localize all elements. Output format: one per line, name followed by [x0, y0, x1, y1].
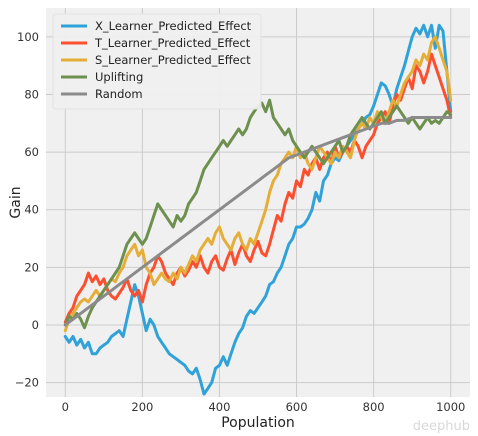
- series-line-1: [63, 23, 453, 396]
- series-line-5: [63, 116, 453, 327]
- x-tick-label: 200: [131, 400, 153, 414]
- y-tick-label: 40: [24, 203, 39, 217]
- legend-label: T_Learner_Predicted_Effect: [94, 36, 251, 50]
- y-tick-label: −20: [15, 376, 39, 390]
- x-tick-label: 400: [208, 400, 230, 414]
- y-tick-label: 60: [24, 145, 39, 159]
- x-tick-labels: 0 200 400 600 800 1000: [62, 400, 466, 414]
- legend-box: [52, 13, 262, 110]
- y-tick-label: 80: [24, 87, 39, 101]
- legend-label: Random: [95, 87, 143, 101]
- y-tick-label: 20: [24, 260, 39, 274]
- legend-label: Uplifting: [95, 70, 143, 84]
- legend-label: S_Learner_Predicted_Effect: [95, 53, 251, 67]
- series-lines: [63, 23, 453, 396]
- x-tick-label: 1000: [436, 400, 465, 414]
- y-tick-label: 100: [17, 30, 39, 44]
- y-tick-labels: −20 0 20 40 60 80 100: [15, 30, 39, 390]
- y-axis-label: Gain: [8, 186, 24, 218]
- x-axis-label: Population: [221, 415, 295, 431]
- y-tick-label: 0: [32, 318, 39, 332]
- x-tick-label: 800: [363, 400, 385, 414]
- watermark: deephub: [413, 419, 470, 434]
- x-tick-label: 600: [286, 400, 308, 414]
- legend: X_Learner_Predicted_Effect T_Learner_Pred…: [52, 13, 262, 110]
- legend-label: X_Learner_Predicted_Effect: [95, 19, 252, 33]
- x-tick-label: 0: [62, 400, 69, 414]
